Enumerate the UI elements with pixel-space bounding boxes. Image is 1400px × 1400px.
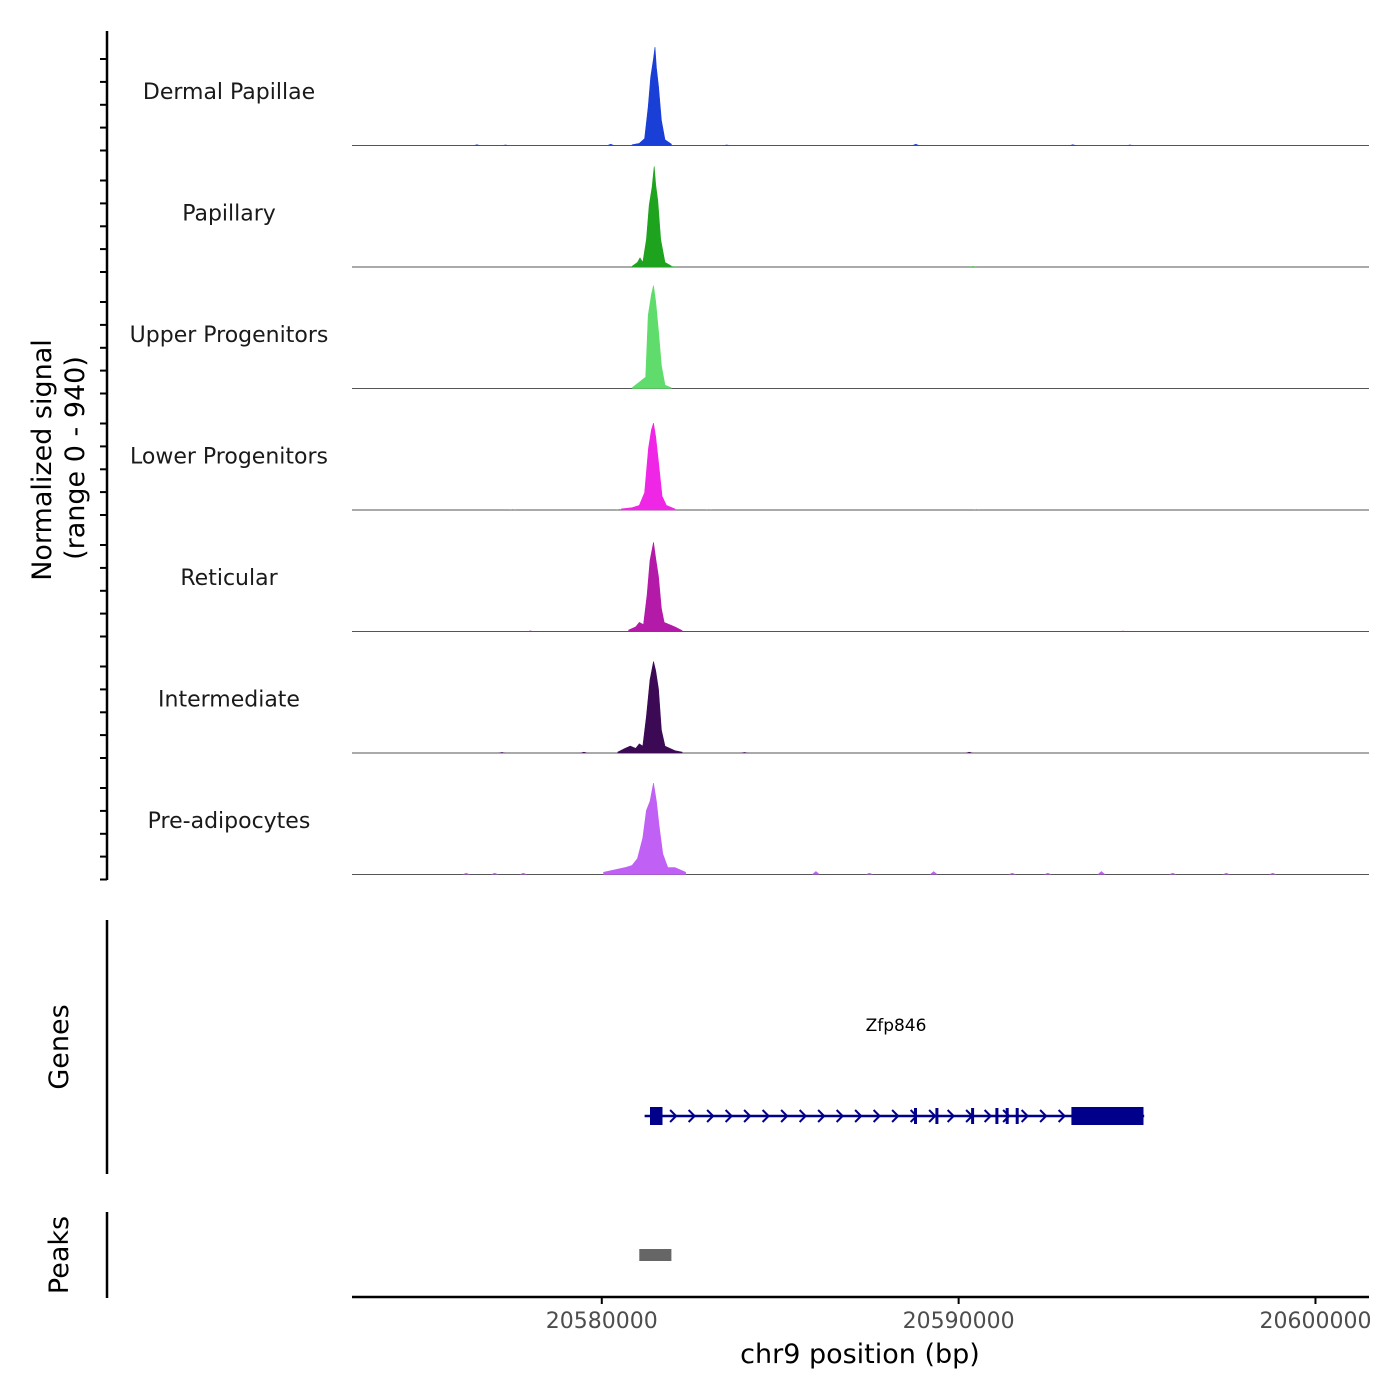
- gene-exon: [995, 1108, 998, 1124]
- gene-exon: [650, 1107, 663, 1125]
- gene-exon: [914, 1108, 917, 1124]
- peak-marks: [639, 1249, 671, 1261]
- x-tick-label: 20590000: [903, 1309, 1015, 1334]
- track-label: Upper Progenitors: [130, 323, 329, 348]
- signal-bump: [965, 752, 973, 753]
- signal-peak-area: [632, 286, 671, 389]
- signal-bump: [1008, 873, 1016, 875]
- signal-bump: [1069, 144, 1077, 145]
- track-intermediate: Intermediate: [158, 662, 1369, 754]
- track-lower-progenitors: Lower Progenitors: [130, 423, 1369, 510]
- track-label: Papillary: [182, 202, 276, 227]
- signal-peak-area: [632, 47, 671, 145]
- track-label: Pre-adipocytes: [148, 809, 311, 834]
- signal-bump: [519, 873, 527, 875]
- signal-bump: [1222, 873, 1230, 875]
- gene-name-label: Zfp846: [866, 1016, 927, 1036]
- track-upper-progenitors: Upper Progenitors: [130, 286, 1369, 389]
- x-tick-label: 20580000: [546, 1309, 658, 1334]
- track-label: Intermediate: [158, 688, 300, 713]
- track-label: Dermal Papillae: [143, 80, 315, 105]
- signal-bump: [912, 144, 920, 146]
- peak-region: [639, 1249, 671, 1261]
- y-axis-title-line1: Normalized signal: [27, 339, 58, 581]
- gene-exon: [1071, 1107, 1143, 1125]
- signal-bump: [491, 873, 499, 875]
- signal-bump: [812, 871, 820, 874]
- signal-peak-area: [632, 166, 671, 267]
- track-label: Reticular: [180, 566, 278, 591]
- signal-bump: [1169, 873, 1177, 875]
- track-reticular: Reticular: [180, 542, 1369, 631]
- signal-peak-area: [604, 783, 686, 875]
- signal-bump: [1269, 873, 1277, 875]
- track-label: Lower Progenitors: [130, 445, 328, 470]
- gene-exon: [1016, 1108, 1019, 1124]
- signal-peak-area: [629, 542, 683, 631]
- signal-bump: [930, 871, 938, 874]
- x-axis-title: chr9 position (bp): [740, 1339, 980, 1370]
- track-pre-adipocytes: Pre-adipocytes: [148, 783, 1369, 875]
- signal-bump: [462, 873, 470, 875]
- gene-exon: [971, 1108, 974, 1124]
- signal-bump: [607, 144, 615, 146]
- signal-bump: [865, 873, 873, 875]
- track-dermal-papillae: Dermal Papillae: [143, 47, 1369, 145]
- signal-bump: [580, 752, 588, 753]
- signal-peak-area: [618, 662, 682, 754]
- signal-peak-area: [621, 423, 675, 510]
- gene-exon: [1006, 1108, 1009, 1124]
- signal-bump: [1097, 871, 1105, 874]
- genes-track-label: Genes: [44, 1004, 75, 1089]
- peaks-track-label: Peaks: [44, 1216, 75, 1294]
- gene-model: [645, 1107, 1145, 1125]
- x-ticks: 20580000 20590000 20600000: [546, 1297, 1372, 1334]
- coverage-tracks: Dermal Papillae Papillary Upper Progenitor…: [130, 47, 1369, 874]
- coverage-plot: Dermal Papillae Papillary Upper Progenitor…: [0, 0, 1400, 1400]
- x-tick-label: 20600000: [1259, 1309, 1371, 1334]
- y-axis-title-line2: (range 0 - 940): [60, 356, 91, 560]
- gene-exon: [935, 1108, 938, 1124]
- track-papillary: Papillary: [182, 166, 1369, 267]
- signal-bump: [1044, 873, 1052, 875]
- signal-bump: [473, 144, 481, 145]
